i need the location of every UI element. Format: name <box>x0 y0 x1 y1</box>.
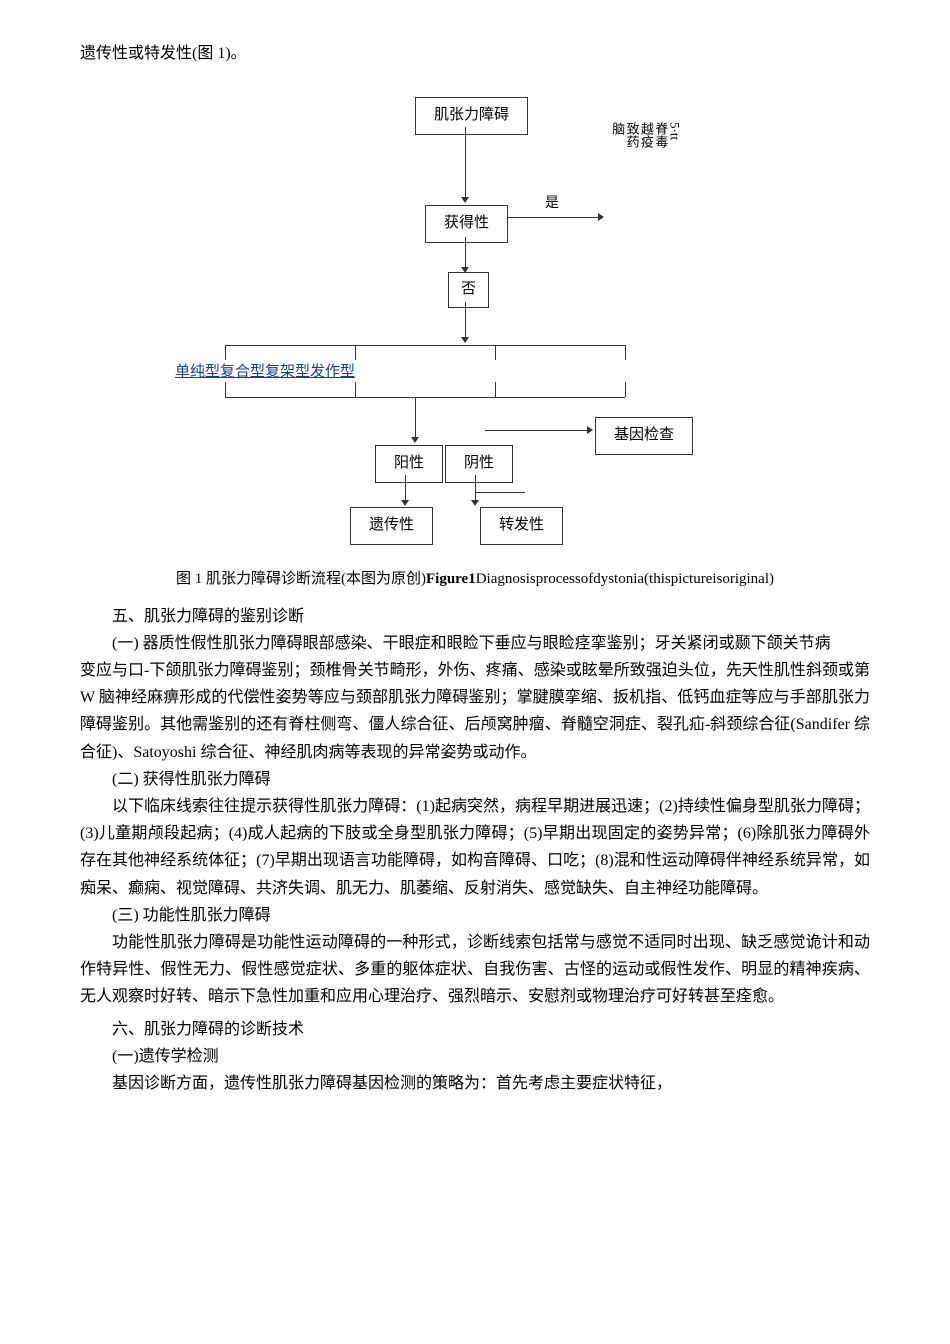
heading-6: 六、肌张力障碍的诊断技术 <box>80 1016 870 1043</box>
connector <box>495 382 496 397</box>
arrow <box>415 397 416 437</box>
connector <box>475 492 525 493</box>
sub-5-2: (二) 获得性肌张力障碍 <box>80 766 870 793</box>
node-no: 否 <box>448 272 489 308</box>
arrow <box>465 302 466 337</box>
body-6-1: 基因诊断方面，遗传性肌张力障碍基因检测的策略为：首先考虑主要症状特征， <box>80 1070 870 1097</box>
node-negative: 阴性 <box>445 445 513 483</box>
node-gene-check: 基因检查 <box>595 417 693 455</box>
node-acquired: 获得性 <box>425 205 508 243</box>
node-dystonia: 肌张力障碍 <box>415 97 528 135</box>
connector <box>495 345 496 360</box>
node-types: 单纯型复合型复架型发作型 <box>175 360 355 386</box>
body-5-3: 功能性肌张力障碍是功能性运动障碍的一种形式，诊断线索包括常与感觉不适同时出现、缺… <box>80 929 870 1011</box>
arrow <box>485 430 587 431</box>
node-hereditary: 遗传性 <box>350 507 433 545</box>
connector <box>625 345 626 360</box>
label-yes: 是 <box>545 192 559 216</box>
sub-6-1: (一)遗传学检测 <box>80 1043 870 1070</box>
sub-5-1: (一) 器质性假性肌张力障碍眼部感染、干眼症和眼睑下垂应与眼睑痉挛鉴别；牙关紧闭… <box>80 630 870 657</box>
arrow <box>475 475 476 500</box>
body-5-2: 以下临床线索往往提示获得性肌张力障碍：(1)起病突然，病程早期进展迅速；(2)持… <box>80 793 870 902</box>
connector <box>225 382 226 397</box>
connector <box>225 397 625 398</box>
figure-caption: 图 1 肌张力障碍诊断流程(本图为原创)Figure1Diagnosisproc… <box>80 567 870 593</box>
arrow <box>465 237 466 267</box>
intro-text: 遗传性或特发性(图 1)。 <box>80 40 870 67</box>
connector <box>355 345 356 360</box>
node-positive: 阳性 <box>375 445 443 483</box>
caption-cn: 肌张力障碍诊断流程(本图为原创) <box>202 571 426 587</box>
connector <box>625 382 626 397</box>
side-labels: 5·tt 脊毒 越疫 致药 脑 <box>610 122 681 148</box>
caption-en-bold: Figure1 <box>426 571 476 587</box>
connector <box>225 345 226 360</box>
connector <box>355 382 356 397</box>
node-sporadic: 转发性 <box>480 507 563 545</box>
body-5-1: 变应与口-下颌肌张力障碍鉴别；颈椎骨关节畸形，外伤、疼痛、感染或眩晕所致强迫头位… <box>80 657 870 766</box>
arrow <box>508 217 598 218</box>
arrow <box>465 127 466 197</box>
sub-5-3: (三) 功能性肌张力障碍 <box>80 902 870 929</box>
connector <box>225 345 625 346</box>
caption-fignum: 图 1 <box>176 571 202 587</box>
arrow <box>405 475 406 500</box>
flowchart-diagram: 肌张力障碍 5·tt 脊毒 越疫 致药 脑 获得性 是 否 单纯型复合型复架型发… <box>175 97 775 547</box>
caption-en-rest: Diagnosisprocessofdystonia(thispictureis… <box>476 571 774 587</box>
heading-5: 五、肌张力障碍的鉴别诊断 <box>80 603 870 630</box>
